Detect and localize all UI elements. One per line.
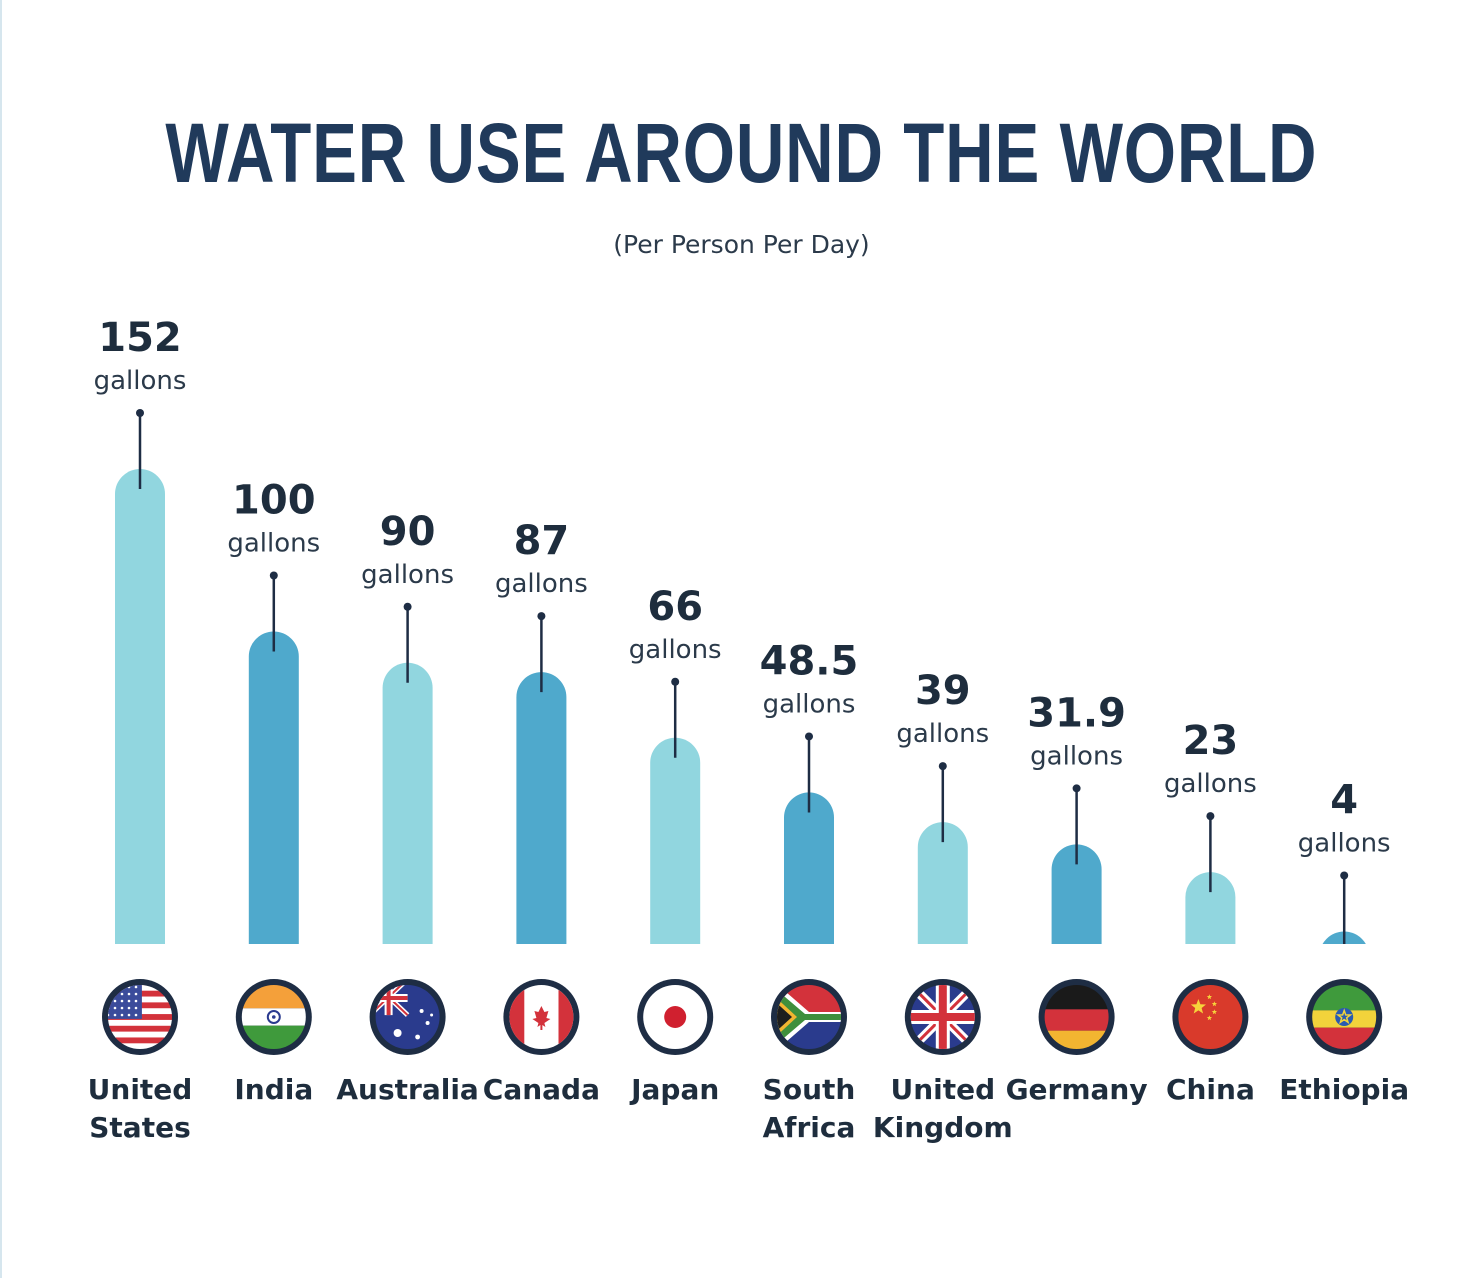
ethiopia-flag-icon xyxy=(1306,979,1383,1055)
chart-title: WATER USE AROUND THE WORLD xyxy=(165,106,1318,200)
value-label: 23 xyxy=(1183,718,1239,764)
bar-marker-dot xyxy=(938,762,947,771)
unit-label: gallons xyxy=(629,635,722,665)
china-flag-icon xyxy=(1172,979,1249,1055)
australia-flag-icon xyxy=(369,979,446,1055)
bar-group: 90 gallons Australia xyxy=(336,509,478,1106)
bar-group: 152 gallons United States xyxy=(88,315,193,1144)
canada-flag-icon xyxy=(503,979,580,1055)
bar-group: 31.9 gallons Germany xyxy=(1006,690,1148,1106)
unit-label: gallons xyxy=(1030,741,1123,771)
category-label: Australia xyxy=(336,1073,478,1106)
value-label: 87 xyxy=(514,518,570,564)
bar-marker-dot xyxy=(1072,784,1081,793)
bar xyxy=(516,672,567,944)
category-label: Japan xyxy=(629,1073,719,1106)
unit-label: gallons xyxy=(495,569,588,599)
bar-group: 23 gallons China xyxy=(1164,718,1257,1106)
category-label: India xyxy=(234,1073,313,1106)
bar-marker-dot xyxy=(671,677,680,686)
bar xyxy=(784,792,834,944)
bar-marker-dot xyxy=(269,571,278,580)
bar-marker-dot xyxy=(403,602,412,611)
bar-marker-dot xyxy=(805,732,813,741)
bar-group: 4 gallons Ethiopia xyxy=(1279,778,1409,1107)
unit-label: gallons xyxy=(361,560,454,590)
bar-marker-dot xyxy=(537,612,546,621)
left-border xyxy=(0,0,2,1278)
usa-flag-icon xyxy=(102,979,178,1055)
bar-group: 87 gallons Canada xyxy=(483,518,600,1106)
chart-subtitle: (Per Person Per Day) xyxy=(613,230,870,259)
category-label: South xyxy=(763,1073,856,1106)
category-label: Kingdom xyxy=(873,1111,1013,1144)
bar xyxy=(382,662,433,944)
bar xyxy=(917,822,968,944)
value-label: 66 xyxy=(647,584,703,630)
japan-flag-icon xyxy=(637,979,714,1055)
unit-label: gallons xyxy=(227,529,320,559)
category-label: United xyxy=(88,1073,193,1106)
bar-group: 100 gallons India xyxy=(227,478,320,1107)
value-label: 48.5 xyxy=(760,638,859,684)
category-label: Canada xyxy=(483,1073,600,1106)
value-label: 4 xyxy=(1330,778,1358,824)
unit-label: gallons xyxy=(896,719,989,749)
value-label: 31.9 xyxy=(1027,690,1126,736)
category-label: Africa xyxy=(763,1111,856,1144)
bar-group: 48.5 gallons South Africa xyxy=(760,638,859,1144)
bar-marker-dot xyxy=(1340,871,1349,880)
germany-flag-icon xyxy=(1038,979,1115,1055)
bar-marker-dot xyxy=(1206,812,1215,821)
bar-group: 66 gallons Japan xyxy=(629,584,722,1106)
unit-label: gallons xyxy=(763,689,856,719)
bar xyxy=(650,737,701,944)
uk-flag-icon xyxy=(904,979,981,1055)
unit-label: gallons xyxy=(1164,769,1257,799)
value-label: 39 xyxy=(915,668,971,714)
category-label: Germany xyxy=(1006,1073,1148,1106)
india-flag-icon xyxy=(235,979,312,1055)
unit-label: gallons xyxy=(94,366,187,396)
category-label: Ethiopia xyxy=(1279,1073,1409,1106)
category-label: States xyxy=(89,1111,191,1144)
bar-group: 39 gallons United Kingdom xyxy=(873,668,1013,1144)
value-label: 90 xyxy=(380,509,436,555)
south-africa-flag-icon xyxy=(771,979,847,1055)
bar xyxy=(1185,872,1236,944)
bar xyxy=(1051,844,1102,944)
unit-label: gallons xyxy=(1298,829,1391,859)
value-label: 152 xyxy=(98,315,182,361)
bar xyxy=(248,631,299,944)
value-label: 100 xyxy=(232,478,316,524)
category-label: China xyxy=(1166,1073,1255,1106)
category-label: United xyxy=(890,1073,995,1106)
bar-marker-dot xyxy=(136,409,144,417)
bar xyxy=(115,469,165,944)
